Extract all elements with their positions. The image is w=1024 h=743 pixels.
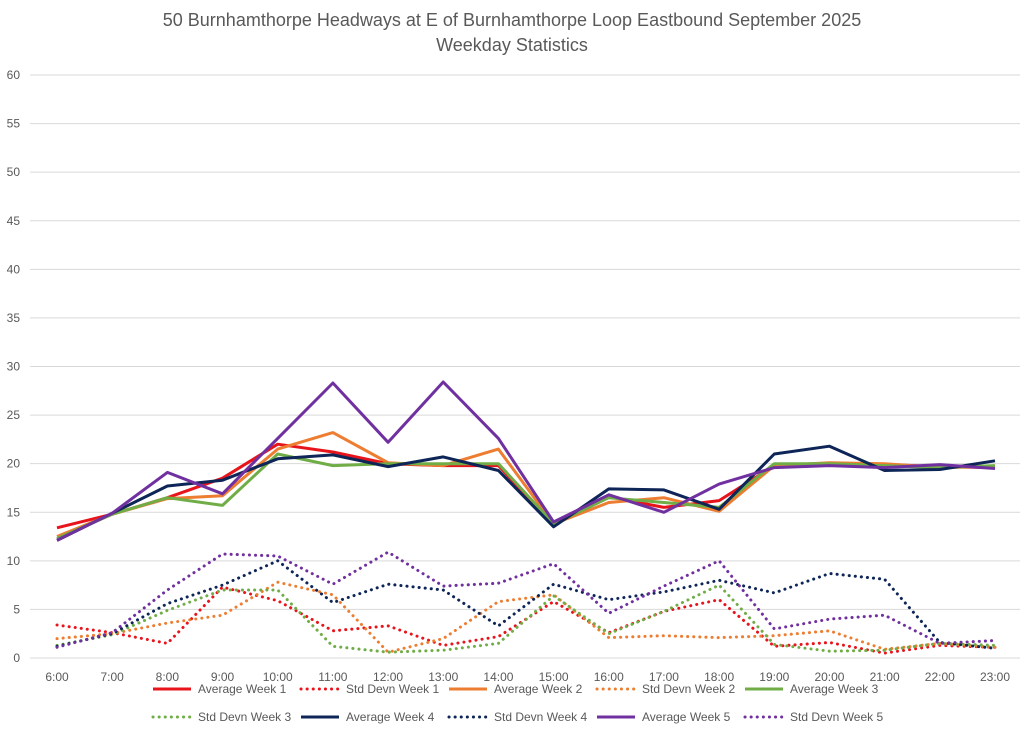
y-tick-label: 20	[7, 457, 21, 471]
series-line-std-devn-week-5	[55, 550, 997, 649]
legend-label: Std Devn Week 1	[346, 682, 440, 696]
y-tick-label: 25	[7, 408, 21, 422]
legend-label: Std Devn Week 3	[198, 710, 292, 724]
legend-swatch	[745, 687, 783, 691]
legend-item: Average Week 4	[298, 710, 446, 724]
y-tick-label: 5	[13, 602, 20, 616]
legend-label: Average Week 4	[346, 710, 435, 724]
x-tick-label: 23:00	[980, 670, 1010, 684]
legend-item: Std Devn Week 4	[446, 710, 594, 724]
legend-swatch	[151, 715, 193, 719]
y-tick-label: 0	[13, 651, 20, 665]
series-line-average-week-4	[56, 444, 996, 542]
y-tick-label: 35	[7, 311, 21, 325]
chart-subtitle: Weekday Statistics	[436, 35, 588, 55]
legend-item: Std Devn Week 1	[298, 682, 446, 696]
y-tick-label: 30	[7, 360, 21, 374]
legend-swatch	[743, 715, 785, 719]
x-tick-label: 10:00	[263, 670, 293, 684]
legend-swatch	[299, 687, 341, 691]
y-tick-label: 40	[7, 262, 21, 276]
series-line-std-devn-week-2	[55, 580, 997, 654]
y-tick-label: 55	[7, 117, 21, 131]
legend-label: Average Week 1	[198, 682, 287, 696]
series-line-average-week-3	[56, 452, 996, 540]
series-line-average-week-5	[56, 380, 996, 542]
legend-swatch	[301, 715, 339, 719]
legend-swatch	[153, 687, 191, 691]
series-line-std-devn-week-3	[55, 583, 997, 654]
legend-swatch	[597, 715, 635, 719]
legend-label: Std Devn Week 2	[642, 682, 736, 696]
legend-item: Average Week 2	[446, 682, 594, 696]
y-tick-label: 15	[7, 505, 21, 519]
x-tick-label: 21:00	[870, 670, 900, 684]
x-tick-label: 17:00	[649, 670, 679, 684]
x-tick-label: 20:00	[814, 670, 844, 684]
x-tick-label: 7:00	[100, 670, 124, 684]
x-tick-label: 19:00	[759, 670, 789, 684]
x-tick-label: 15:00	[539, 670, 569, 684]
y-tick-label: 60	[7, 68, 21, 82]
legend-item: Average Week 3	[742, 682, 890, 696]
y-tick-label: 50	[7, 165, 21, 179]
x-tick-label: 22:00	[925, 670, 955, 684]
legend-item: Average Week 1	[150, 682, 298, 696]
legend-item: Std Devn Week 5	[742, 710, 890, 724]
x-tick-label: 6:00	[45, 670, 69, 684]
legend-item: Std Devn Week 2	[594, 682, 742, 696]
legend-swatch	[449, 687, 487, 691]
x-tick-label: 14:00	[483, 670, 513, 684]
y-tick-label: 10	[7, 554, 21, 568]
x-tick-label: 8:00	[156, 670, 180, 684]
series-line-std-devn-week-4	[55, 559, 997, 650]
legend-label: Average Week 3	[790, 682, 879, 696]
legend: Average Week 1 Std Devn Week 1 Average Wee…	[150, 682, 890, 724]
x-tick-label: 18:00	[704, 670, 734, 684]
legend-item: Average Week 5	[594, 710, 742, 724]
legend-label: Average Week 5	[642, 710, 731, 724]
chart-title-block: 50 Burnhamthorpe Headways at E of Burnha…	[0, 8, 1024, 58]
x-tick-label: 11:00	[318, 670, 347, 684]
chart-title: 50 Burnhamthorpe Headways at E of Burnha…	[162, 10, 862, 30]
legend-swatch	[595, 687, 637, 691]
x-tick-label: 16:00	[594, 670, 624, 684]
legend-label: Average Week 2	[494, 682, 583, 696]
x-tick-label: 13:00	[428, 670, 458, 684]
legend-swatch	[447, 715, 489, 719]
x-tick-label: 12:00	[373, 670, 403, 684]
legend-label: Std Devn Week 4	[494, 710, 588, 724]
x-tick-label: 9:00	[211, 670, 235, 684]
legend-item: Std Devn Week 3	[150, 710, 298, 724]
y-tick-label: 45	[7, 214, 21, 228]
legend-label: Std Devn Week 5	[790, 710, 884, 724]
